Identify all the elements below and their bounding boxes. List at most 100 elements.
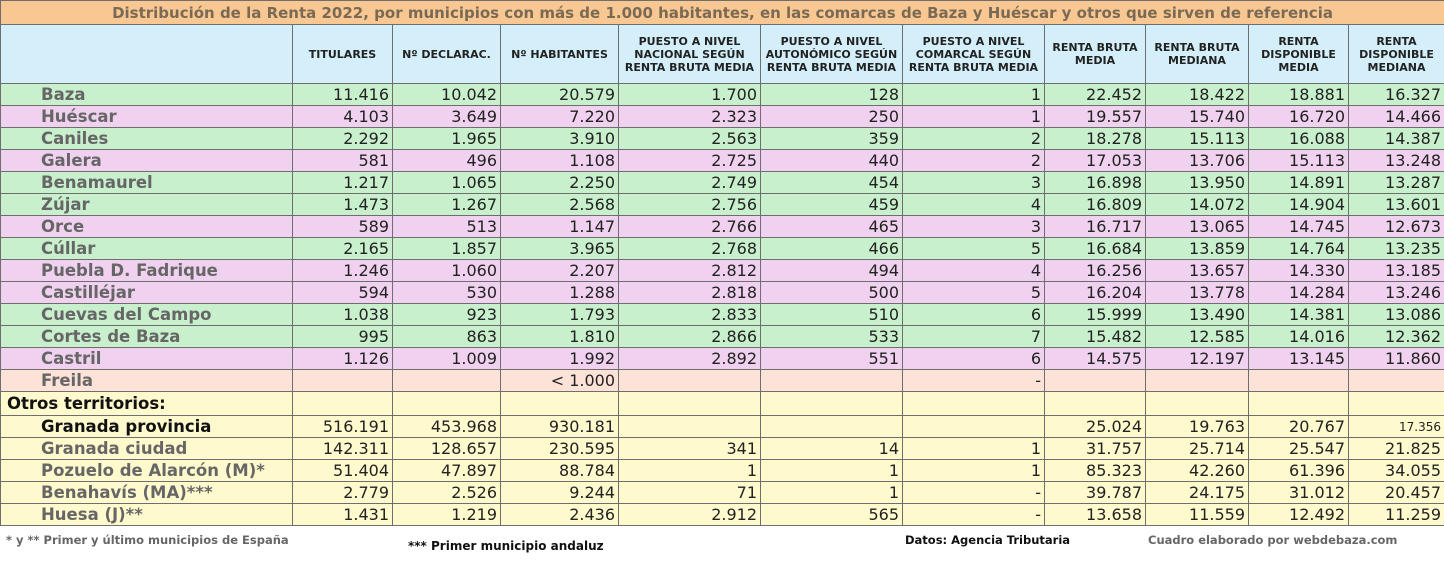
table-cell: 18.881 — [1248, 83, 1349, 106]
table-cell: 2.323 — [618, 105, 761, 128]
table-cell: 14.575 — [1044, 347, 1146, 370]
table-cell: 31.012 — [1248, 481, 1349, 504]
table-cell: 39.787 — [1044, 481, 1146, 504]
column-header: TITULARES — [292, 24, 393, 84]
table-cell — [292, 391, 393, 416]
table-cell: 13.287 — [1347, 171, 1444, 194]
table-cell: 2.250 — [500, 171, 619, 194]
column-header: PUESTO A NIVEL COMARCAL SEGÚN RENTA BRUT… — [902, 24, 1045, 84]
table-cell: 1 — [618, 459, 761, 482]
table-cell: 1.246 — [292, 259, 393, 282]
table-cell: 4 — [902, 193, 1045, 216]
table-cell: 14.904 — [1248, 193, 1349, 216]
table-cell: 14.891 — [1248, 171, 1349, 194]
table-cell: 16.204 — [1044, 281, 1146, 304]
table-cell: 2.207 — [500, 259, 619, 282]
table-cell: 513 — [392, 215, 501, 238]
section-row: Otros territorios: — [0, 391, 1444, 416]
table-cell: 71 — [618, 481, 761, 504]
table-cell: 589 — [292, 215, 393, 238]
table-cell: 20.767 — [1248, 415, 1349, 438]
data-source: Datos: Agencia Tributaria — [905, 533, 1071, 547]
table-row: Benamaurel 1.217 1.065 2.250 2.749 454 3 16.898… — [0, 171, 1444, 194]
table-cell: 359 — [760, 127, 903, 150]
row-label: Castilléjar — [0, 281, 293, 304]
table-cell: 24.175 — [1145, 481, 1249, 504]
table-cell — [618, 391, 761, 416]
column-header: PUESTO A NIVEL NACIONAL SEGÚN RENTA BRUT… — [618, 24, 761, 84]
table-cell: 594 — [292, 281, 393, 304]
table-cell: 16.720 — [1248, 105, 1349, 128]
table-cell — [292, 369, 393, 392]
table-row: Galera 581 496 1.108 2.725 440 2 17.053 13.706 15… — [0, 149, 1444, 172]
row-label: Baza — [0, 83, 293, 106]
table-row: Cortes de Baza 995 863 1.810 2.866 533 7 15.482… — [0, 325, 1444, 348]
row-label: Castril — [0, 347, 293, 370]
table-cell: 14 — [760, 437, 903, 460]
table-cell: 13.490 — [1145, 303, 1249, 326]
row-label: Cúllar — [0, 237, 293, 260]
table-cell: 2.526 — [392, 481, 501, 504]
table-cell: 1.126 — [292, 347, 393, 370]
table-cell: 516.191 — [292, 415, 393, 438]
table-cell: 11.559 — [1145, 503, 1249, 526]
table-cell: 20.457 — [1347, 481, 1444, 504]
table-cell: 510 — [760, 303, 903, 326]
table-cell: 2.436 — [500, 503, 619, 526]
table-cell: 25.714 — [1145, 437, 1249, 460]
table-row: Cúllar 2.165 1.857 3.965 2.768 466 5 16.684 13.8… — [0, 237, 1444, 260]
row-label: Zújar — [0, 193, 293, 216]
table-cell: 14.330 — [1248, 259, 1349, 282]
column-header: PUESTO A NIVEL AUTONÓMICO SEGÚN RENTA BR… — [760, 24, 903, 84]
table-cell: 3.910 — [500, 127, 619, 150]
row-label: Otros territorios: — [0, 391, 293, 416]
table-cell: 1.038 — [292, 303, 393, 326]
table-cell: 13.778 — [1145, 281, 1249, 304]
table-cell: 13.658 — [1044, 503, 1146, 526]
table-row: Freila < 1.000 - — [0, 369, 1444, 392]
table-cell: 14.745 — [1248, 215, 1349, 238]
table-cell: 230.595 — [500, 437, 619, 460]
table-cell: 494 — [760, 259, 903, 282]
header-row: TITULARES Nº DECLARAC. Nº HABITANTES PUESTO… — [0, 24, 1444, 84]
column-header: Nº HABITANTES — [500, 24, 619, 84]
table-cell: 581 — [292, 149, 393, 172]
table-cell: 13.950 — [1145, 171, 1249, 194]
table-row: Huéscar 4.103 3.649 7.220 2.323 250 1 19.557 15.… — [0, 105, 1444, 128]
table-cell: 9.244 — [500, 481, 619, 504]
table-cell: 13.248 — [1347, 149, 1444, 172]
table-cell: 13.246 — [1347, 281, 1444, 304]
table-cell: 16.809 — [1044, 193, 1146, 216]
table-cell: 565 — [760, 503, 903, 526]
table-cell: 16.898 — [1044, 171, 1146, 194]
table-cell: 6 — [902, 303, 1045, 326]
table-cell — [1044, 369, 1146, 392]
row-label: Cortes de Baza — [0, 325, 293, 348]
table-row: Castilléjar 594 530 1.288 2.818 500 5 16.204 13.… — [0, 281, 1444, 304]
table-cell: - — [902, 369, 1045, 392]
table-cell — [1347, 369, 1444, 392]
table-cell: 10.042 — [392, 83, 501, 106]
table-cell: 31.757 — [1044, 437, 1146, 460]
table-cell: 13.185 — [1347, 259, 1444, 282]
table-cell — [618, 415, 761, 438]
table-cell: 13.145 — [1248, 347, 1349, 370]
table-cell: 12.197 — [1145, 347, 1249, 370]
table-cell: 530 — [392, 281, 501, 304]
table-cell — [618, 369, 761, 392]
table-cell: 2.866 — [618, 325, 761, 348]
row-label: Granada provincia — [0, 415, 293, 438]
table-cell: 2.165 — [292, 237, 393, 260]
table-cell: 14.764 — [1248, 237, 1349, 260]
column-header — [0, 24, 293, 84]
table-cell — [392, 369, 501, 392]
table-cell: 19.763 — [1145, 415, 1249, 438]
table-cell: 11.259 — [1347, 503, 1444, 526]
table-cell: 1 — [760, 481, 903, 504]
table-cell: 12.585 — [1145, 325, 1249, 348]
table-cell: 18.422 — [1145, 83, 1249, 106]
table-cell: 12.362 — [1347, 325, 1444, 348]
table-cell: 20.579 — [500, 83, 619, 106]
table-cell: 2.749 — [618, 171, 761, 194]
table-cell — [1248, 391, 1349, 416]
